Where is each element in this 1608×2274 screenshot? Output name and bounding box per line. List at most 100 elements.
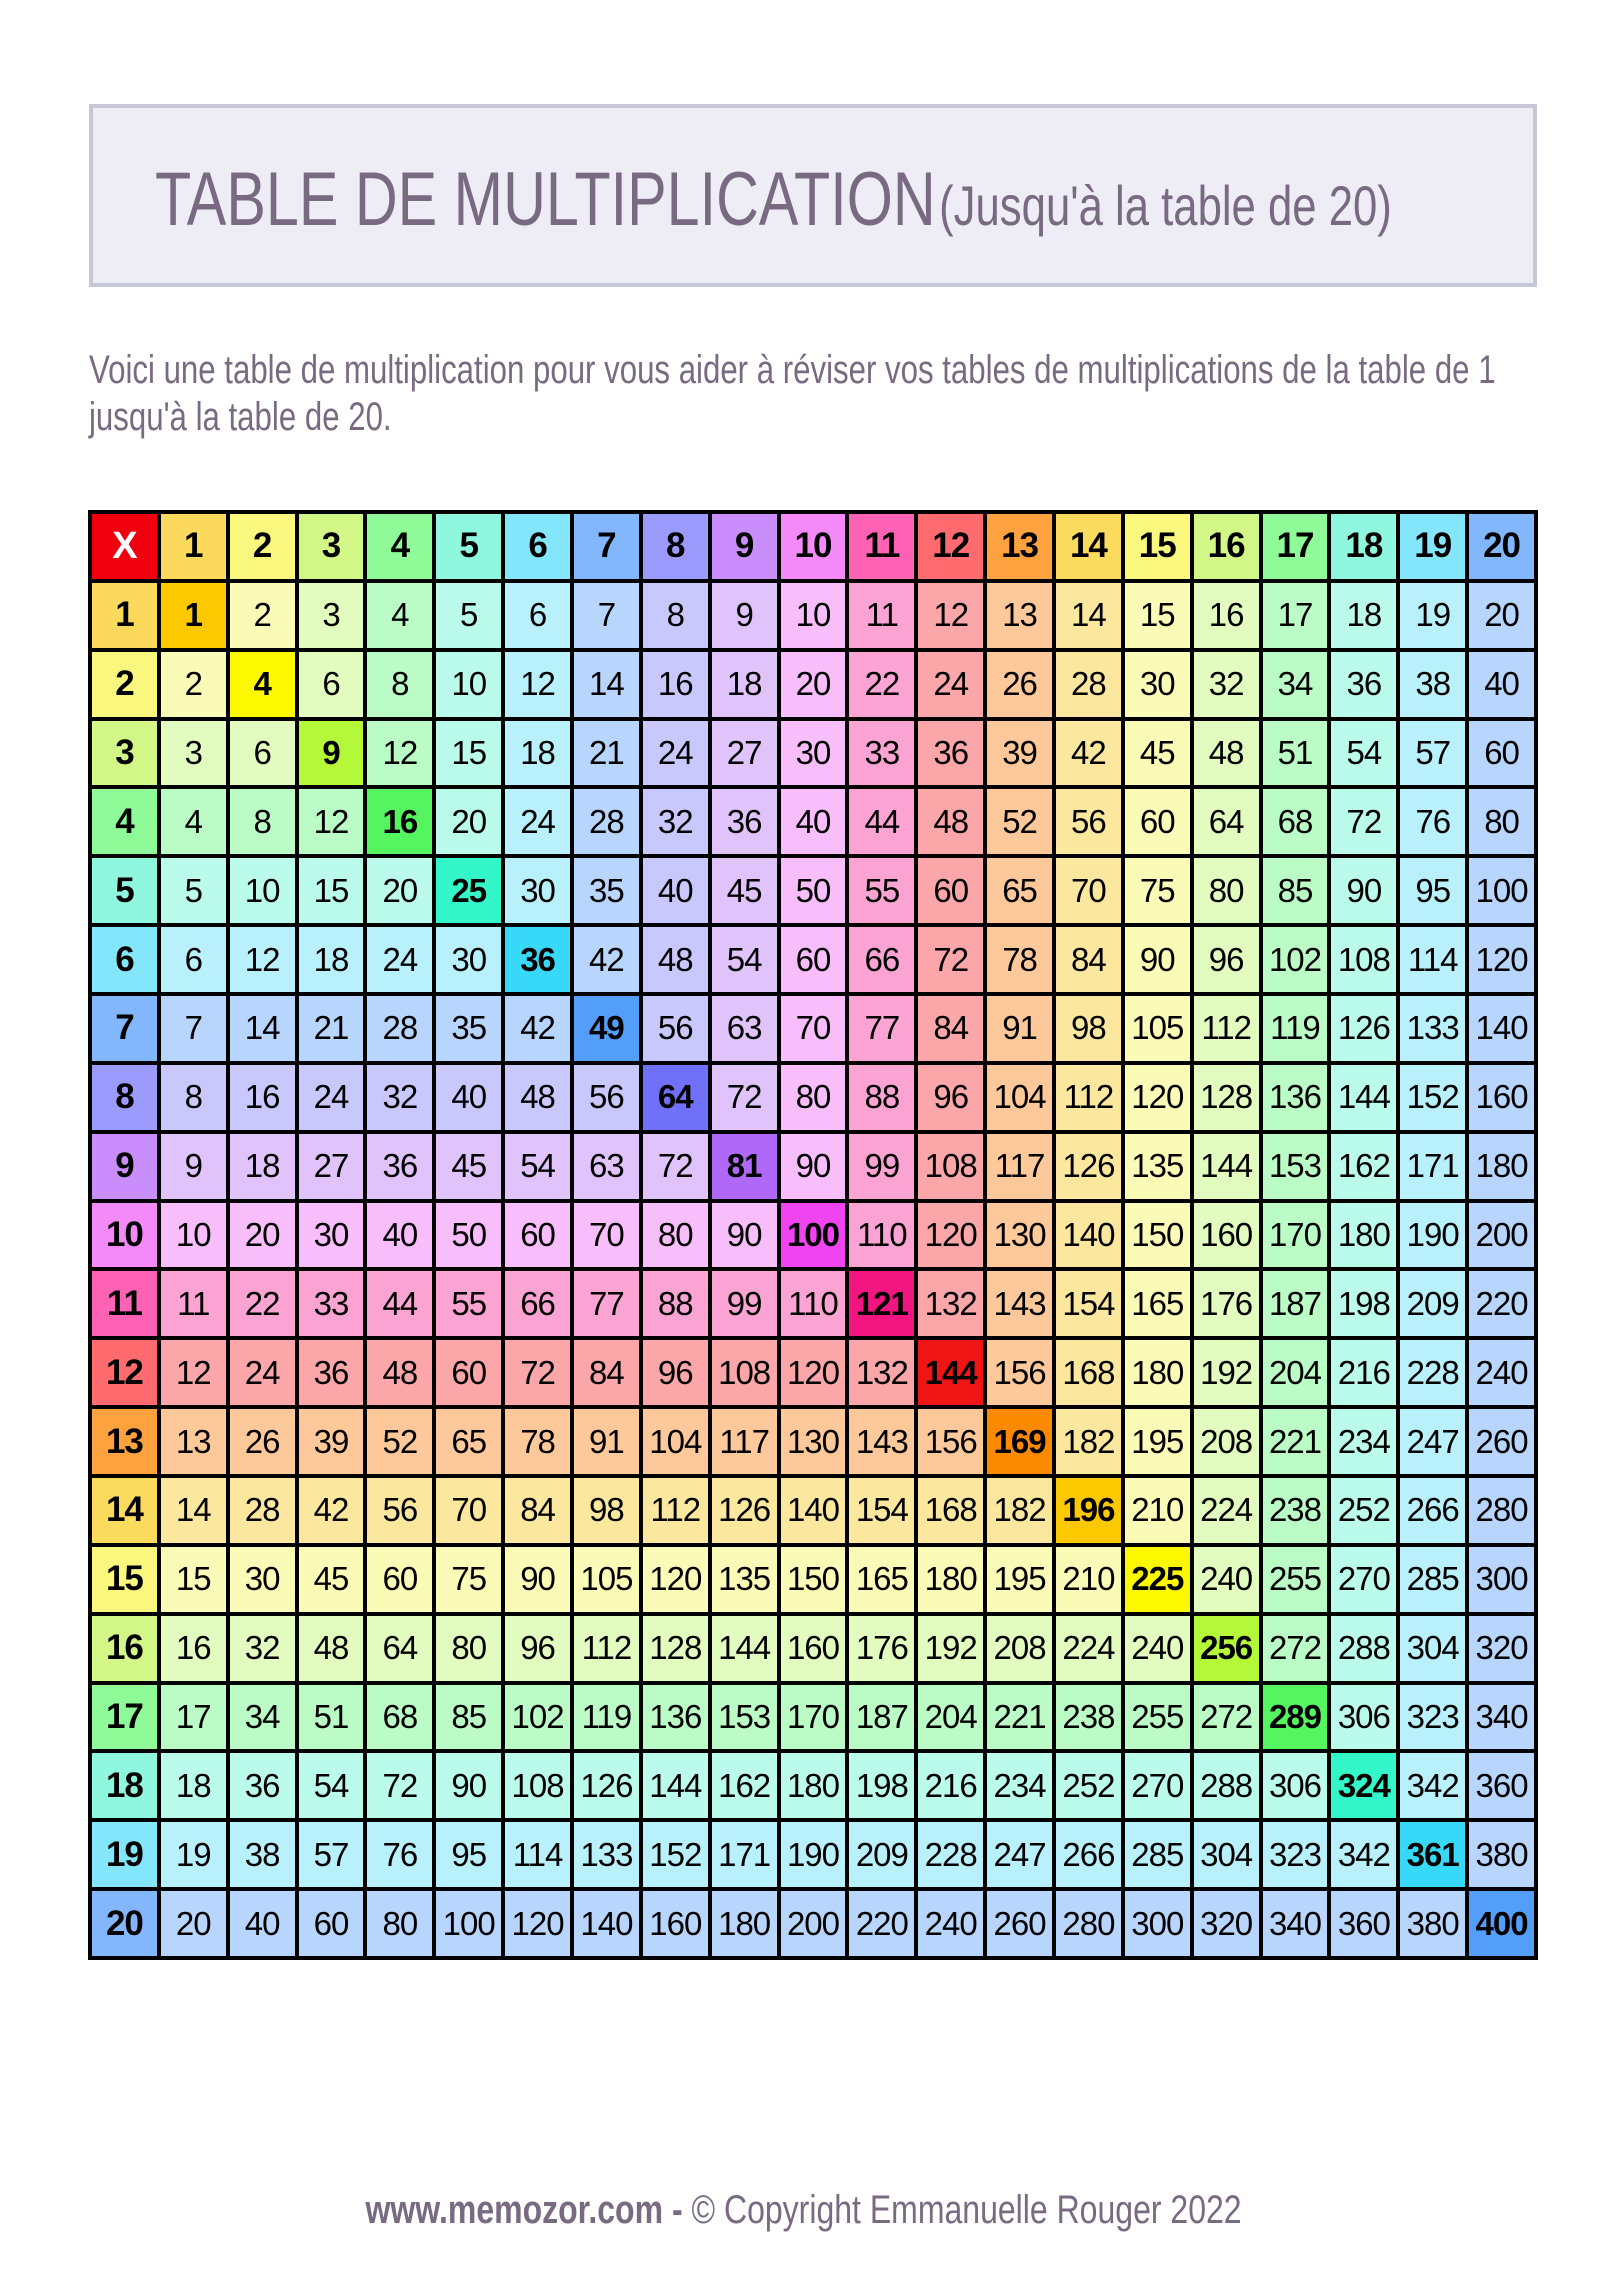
table-cell: 39 — [987, 720, 1052, 786]
diagonal-cell: 25 — [436, 858, 502, 924]
table-cell: 8 — [367, 651, 433, 717]
table-cell: 27 — [711, 720, 777, 786]
table-cell: 156 — [987, 1340, 1052, 1406]
table-cell: 120 — [505, 1891, 570, 1956]
table-cell: 240 — [1124, 1615, 1190, 1681]
table-cell: 320 — [1469, 1615, 1534, 1681]
table-cell: 91 — [987, 995, 1052, 1061]
table-cell: 380 — [1469, 1822, 1534, 1888]
table-cell: 65 — [436, 1409, 502, 1474]
table-cell: 16 — [642, 651, 708, 717]
table-cell: 24 — [229, 1340, 295, 1406]
table-cell: 60 — [780, 927, 846, 992]
row-header: 6 — [92, 927, 157, 992]
table-cell: 126 — [1331, 995, 1397, 1061]
multiplication-table: X 1 2 3 4 5 6 7 8 9 10 11 12 13 14 15 16 17 18 19 20 1 1 2 3 4 5 6 7… — [88, 510, 1538, 1960]
table-cell: 70 — [573, 1202, 639, 1268]
column-header: 1 — [160, 514, 226, 579]
table-cell: 36 — [298, 1340, 364, 1406]
table-cell: 57 — [1400, 720, 1466, 786]
table-cell: 144 — [642, 1753, 708, 1819]
table-cell: 60 — [367, 1546, 433, 1612]
row-header: 1 — [92, 582, 157, 648]
table-cell: 36 — [711, 789, 777, 855]
table-cell: 90 — [1124, 927, 1190, 992]
table-cell: 208 — [1193, 1409, 1259, 1474]
column-header: 10 — [780, 514, 846, 579]
table-cell: 32 — [367, 1064, 433, 1130]
column-header: 8 — [642, 514, 708, 579]
table-cell: 272 — [1193, 1684, 1259, 1750]
table-cell: 18 — [711, 651, 777, 717]
table-cell: 84 — [573, 1340, 639, 1406]
column-header: 13 — [987, 514, 1052, 579]
table-cell: 20 — [367, 858, 433, 924]
table-cell: 7 — [160, 995, 226, 1061]
table-cell: 39 — [298, 1409, 364, 1474]
table-cell: 304 — [1193, 1822, 1259, 1888]
table-cell: 40 — [1469, 651, 1534, 717]
table-cell: 204 — [1262, 1340, 1328, 1406]
table-cell: 266 — [1055, 1822, 1121, 1888]
row-header: 7 — [92, 995, 157, 1061]
table-cell: 32 — [1193, 651, 1259, 717]
diagonal-cell: 196 — [1055, 1477, 1121, 1543]
column-header: 15 — [1124, 514, 1190, 579]
footer-site-link[interactable]: www.memozor.com - — [365, 2188, 684, 2232]
table-cell: 187 — [1262, 1271, 1328, 1337]
diagonal-cell: 225 — [1124, 1546, 1190, 1612]
table-cell: 255 — [1262, 1546, 1328, 1612]
table-cell: 4 — [160, 789, 226, 855]
table-cell: 76 — [1400, 789, 1466, 855]
table-cell: 45 — [711, 858, 777, 924]
table-cell: 76 — [367, 1822, 433, 1888]
diagonal-cell: 81 — [711, 1133, 777, 1199]
table-cell: 216 — [1331, 1340, 1397, 1406]
table-cell: 195 — [1124, 1409, 1190, 1474]
table-cell: 110 — [849, 1202, 915, 1268]
column-header: 9 — [711, 514, 777, 579]
table-cell: 200 — [1469, 1202, 1534, 1268]
table-cell: 84 — [505, 1477, 570, 1543]
table-cell: 136 — [642, 1684, 708, 1750]
table-cell: 126 — [1055, 1133, 1121, 1199]
table-cell: 240 — [1193, 1546, 1259, 1612]
table-cell: 126 — [711, 1477, 777, 1543]
table-cell: 204 — [918, 1684, 984, 1750]
table-cell: 34 — [229, 1684, 295, 1750]
table-cell: 198 — [849, 1753, 915, 1819]
table-cell: 182 — [987, 1477, 1052, 1543]
table-cell: 34 — [1262, 651, 1328, 717]
table-cell: 247 — [987, 1822, 1052, 1888]
table-cell: 57 — [298, 1822, 364, 1888]
table-cell: 168 — [918, 1477, 984, 1543]
table-cell: 6 — [298, 651, 364, 717]
table-cell: 4 — [367, 582, 433, 648]
table-cell: 119 — [1262, 995, 1328, 1061]
table-cell: 102 — [1262, 927, 1328, 992]
table-cell: 16 — [1193, 582, 1259, 648]
table-cell: 114 — [505, 1822, 570, 1888]
table-cell: 143 — [987, 1271, 1052, 1337]
table-cell: 209 — [849, 1822, 915, 1888]
table-cell: 120 — [918, 1202, 984, 1268]
table-cell: 228 — [1400, 1340, 1466, 1406]
table-cell: 108 — [918, 1133, 984, 1199]
table-cell: 12 — [367, 720, 433, 786]
table-cell: 28 — [1055, 651, 1121, 717]
table-cell: 75 — [1124, 858, 1190, 924]
row-header: 2 — [92, 651, 157, 717]
table-cell: 30 — [436, 927, 502, 992]
table-cell: 195 — [987, 1546, 1052, 1612]
table-cell: 50 — [780, 858, 846, 924]
table-cell: 65 — [987, 858, 1052, 924]
table-cell: 153 — [711, 1684, 777, 1750]
table-cell: 266 — [1400, 1477, 1466, 1543]
table-cell: 30 — [298, 1202, 364, 1268]
table-cell: 17 — [1262, 582, 1328, 648]
table-cell: 72 — [642, 1133, 708, 1199]
table-cell: 56 — [573, 1064, 639, 1130]
table-cell: 32 — [229, 1615, 295, 1681]
row-header: 18 — [92, 1753, 157, 1819]
table-cell: 33 — [849, 720, 915, 786]
